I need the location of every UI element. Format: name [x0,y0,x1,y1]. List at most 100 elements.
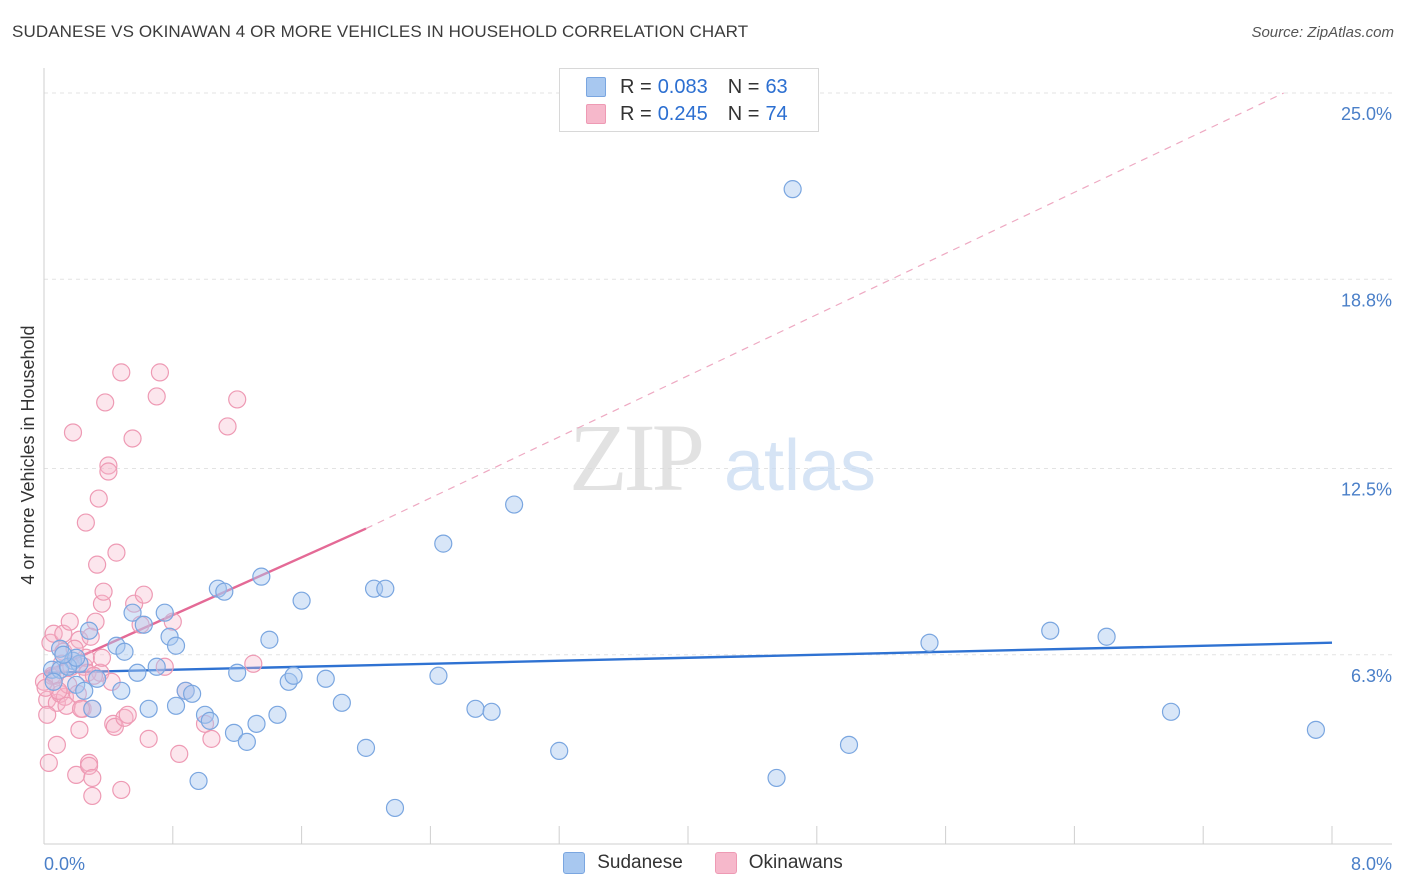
sudanese-point [550,741,569,760]
legend-swatch-sudanese [586,77,606,97]
sudanese-point [79,621,99,640]
sudanese-point [260,630,279,649]
sudanese-point [75,681,94,700]
series-legend-label: Okinawans [748,852,843,873]
okinawan-point [115,708,134,727]
legend-n-label: N = [727,75,760,98]
legend-n-label: N = [727,102,760,125]
sudanese-point [292,591,311,610]
watermark-atlas: atlas [724,426,876,506]
sudanese-point [252,567,271,586]
okinawan-point [139,729,158,748]
sudanese-point [1161,702,1181,721]
okinawan-point [107,543,126,562]
okinawan-point [44,624,63,643]
axis-layer [43,68,1392,845]
okinawan-point [57,696,76,715]
okinawan-point [244,654,263,673]
sudanese-point [134,615,153,634]
y-tick-label: 6.3% [1351,666,1392,686]
sudanese-point [332,693,351,712]
okinawan-point [147,387,166,406]
okinawan-point [96,393,115,412]
okinawan-point [89,489,108,508]
okinawan-point [170,744,189,763]
okinawan-point [150,363,170,382]
sudanese-point [237,732,256,751]
sudanese-point [88,669,107,688]
sudanese-point [429,666,448,685]
okinawan-point [118,705,137,724]
okinawan-point [99,456,118,475]
sudanese-point [189,771,208,791]
sudanese-point [316,669,335,688]
okinawan-point [39,753,58,772]
okinawan-point [60,612,79,631]
chart-title: SUDANESE VS OKINAWAN 4 OR MORE VEHICLES … [12,22,749,41]
series-legend-sudanese[interactable]: Sudanese [563,852,683,874]
sudanese-point [767,768,786,788]
sudanese-point [195,705,215,724]
watermark-zip: ZIP [569,404,702,511]
okinawan-point [99,462,118,481]
okinawan-point [84,666,104,685]
sudanese-point [44,672,63,691]
okinawan-point [94,582,113,601]
sudanese-point [839,735,859,754]
okinawan-point [79,756,99,775]
sudanese-point [166,696,186,715]
y-tick-label: 18.8% [1341,290,1392,310]
okinawan-point [83,768,102,788]
sudanese-point [1041,621,1060,640]
legend-n-value: 63 [765,75,788,98]
y-axis-label: 4 or more Vehicles in Household [18,325,38,584]
sudanese-point [155,603,174,622]
sudanese-point [224,723,244,742]
series-legend: Sudanese Okinawans [0,852,1406,874]
sudanese-point [83,699,102,718]
legend-n-value: 74 [765,102,788,125]
sudanese-point [54,645,73,664]
okinawan-point [47,735,66,754]
legend-row-okinawans: R = 0.245 N = 74 [586,101,788,127]
sudanese-point [279,672,298,691]
sudanese-point [215,582,234,601]
y-tick-label: 25.0% [1341,104,1392,124]
legend-r-label: R = [620,102,652,125]
sudanese-point [247,714,266,733]
legend: R = 0.083 N = 63 R = 0.245 N = 74 [559,68,819,132]
sudanese-point [123,603,142,622]
sudanese-point [482,702,501,721]
legend-r-value: 0.083 [657,75,708,98]
sudanese-trendline [43,641,1333,674]
okinawan-point [112,780,131,800]
sudanese-point [466,699,485,718]
sudanese-point [356,738,376,757]
legend-r-label: R = [620,75,652,98]
sudanese-point [1306,720,1326,739]
series-legend-label: Sudanese [597,852,683,873]
legend-row-sudanese: R = 0.083 N = 63 [586,74,788,100]
sudanese-point [160,627,179,646]
okinawan-trendline [43,527,367,674]
legend-r-value: 0.245 [657,102,708,125]
series-legend-swatch-okinawans [714,852,737,874]
source-label: Source: ZipAtlas.com [1251,24,1394,41]
x-tick-label: 0.0% [44,854,85,874]
okinawan-point [123,429,142,448]
sudanese-point [505,495,524,514]
okinawan-point [112,363,131,382]
y-tick-label: 12.5% [1341,480,1392,500]
okinawan-point [202,729,221,748]
legend-swatch-okinawans [586,104,606,124]
series-legend-okinawans[interactable]: Okinawans [714,852,843,874]
sudanese-point [376,579,395,598]
okinawan-point [88,555,107,574]
sudanese-point [112,681,131,700]
label-layer: 6.3% 12.5% 18.8% 25.0% 0.0% 8.0% [44,104,1392,874]
sudanese-point [139,699,158,718]
sudanese-point [115,642,134,661]
sudanese-point [268,705,287,724]
okinawan-point [104,714,123,733]
